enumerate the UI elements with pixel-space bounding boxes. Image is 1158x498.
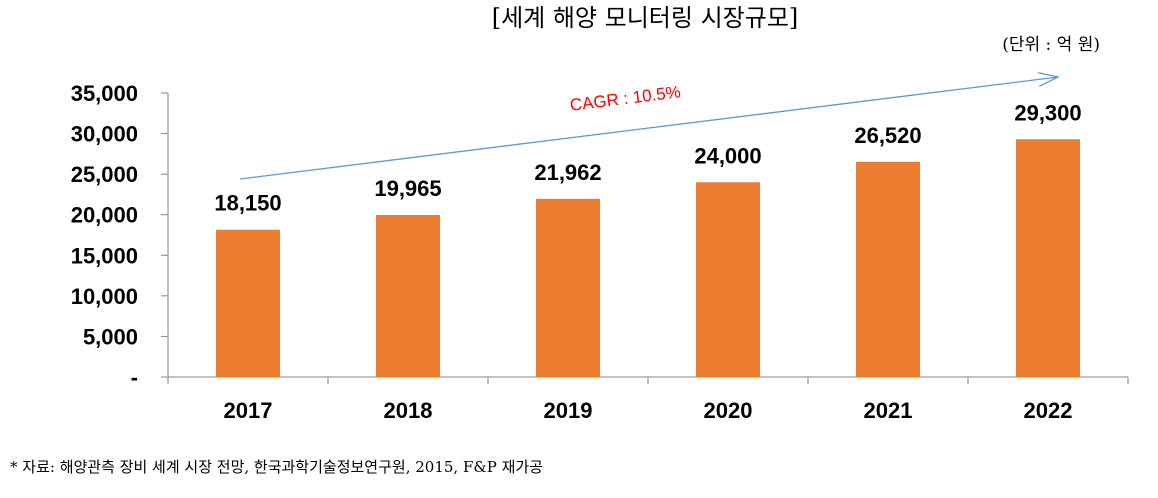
bars (216, 139, 1080, 377)
cagr-arrow (239, 77, 1058, 180)
y-axis: - 5,000 10,000 15,000 20,000 25,000 30,000 35,0… (71, 81, 169, 390)
source-note: * 자료: 해양관측 장비 세계 시장 전망, 한국과학기술정보연구원, 201… (10, 458, 543, 476)
bar (216, 229, 280, 377)
data-labels: 18,150 19,965 21,962 24,000 26,520 29,300 (214, 100, 1081, 215)
data-label: 18,150 (214, 191, 281, 216)
data-label: 19,965 (374, 176, 441, 201)
data-label: 29,300 (1014, 100, 1081, 125)
unit-note: (단위 : 억 원) (1002, 35, 1100, 55)
y-tick-label: 35,000 (71, 81, 138, 106)
bar (696, 182, 760, 377)
y-tick-label: 30,000 (71, 122, 138, 147)
bar (536, 198, 600, 377)
x-tick-label: 2019 (544, 398, 593, 423)
y-tick-label: 25,000 (71, 162, 138, 187)
x-axis: 2017 2018 2019 2020 2021 2022 (167, 376, 1129, 423)
cagr-label: CAGR : 10.5% (569, 82, 682, 115)
x-tick-label: 2017 (224, 398, 273, 423)
x-tick-label: 2018 (384, 398, 433, 423)
y-tick-label: 10,000 (71, 284, 138, 309)
data-label: 26,520 (854, 123, 921, 148)
y-tick-label: 20,000 (71, 203, 138, 228)
x-tick-label: 2021 (864, 398, 913, 423)
bar (1016, 139, 1080, 377)
y-tick-label: - (131, 365, 138, 390)
bar (376, 214, 440, 377)
x-tick-label: 2022 (1024, 398, 1073, 423)
bar (856, 161, 920, 377)
y-tick-label: 15,000 (71, 243, 138, 268)
cagr-annotation: CAGR : 10.5% (239, 77, 1058, 180)
y-tick-label: 5,000 (83, 324, 138, 349)
chart-title: [세계 해양 모니터링 시장규모] (492, 4, 799, 32)
data-label: 24,000 (694, 143, 761, 168)
x-tick-label: 2020 (704, 398, 753, 423)
data-label: 21,962 (534, 160, 601, 185)
